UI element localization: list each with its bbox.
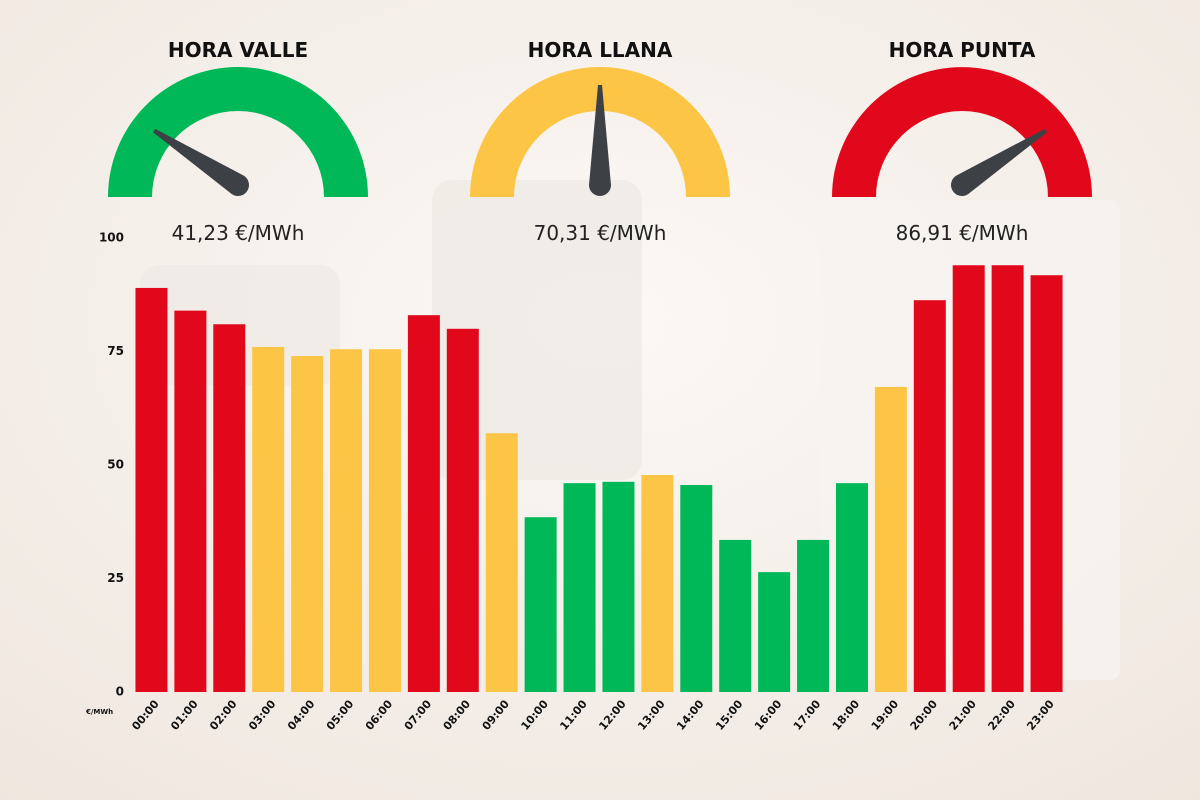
- bar: [835, 483, 868, 692]
- bar: [291, 356, 324, 692]
- bar: [602, 481, 635, 692]
- bar: [252, 346, 285, 692]
- bar: [485, 433, 518, 692]
- bar: [1030, 275, 1063, 692]
- gauge-title: HORA LLANA: [528, 38, 673, 62]
- needle: [153, 128, 249, 196]
- bar: [524, 517, 557, 692]
- gauge-arc: [470, 67, 730, 197]
- bar: [874, 386, 907, 692]
- y-tick-label: 50: [107, 458, 124, 472]
- bar: [641, 474, 674, 692]
- bar: [913, 300, 946, 692]
- needle: [589, 85, 611, 196]
- y-tick-label: 100: [99, 231, 124, 245]
- bar: [135, 287, 168, 692]
- y-tick-label: 0: [116, 685, 124, 699]
- bar: [213, 324, 246, 692]
- bar: [330, 349, 363, 692]
- y-tick-label: 75: [107, 344, 124, 358]
- bar: [991, 265, 1024, 692]
- gauge-arc: [832, 67, 1092, 197]
- bar: [407, 315, 440, 692]
- gauge-needle: [153, 128, 249, 196]
- y-unit-label: €/MWh: [85, 708, 113, 716]
- y-tick-label: 25: [107, 571, 124, 585]
- bar: [719, 539, 752, 692]
- bar: [563, 483, 596, 692]
- background-coins: [432, 180, 642, 480]
- gauge-title: HORA PUNTA: [889, 38, 1036, 62]
- gauge-needle: [951, 128, 1047, 196]
- gauge-value: 70,31 €/MWh: [534, 221, 667, 245]
- bar: [952, 265, 985, 692]
- bar: [446, 328, 479, 692]
- gauge-arc: [108, 67, 368, 197]
- bar: [797, 539, 830, 692]
- bar: [758, 572, 791, 692]
- bar: [174, 310, 207, 692]
- gauge-title: HORA VALLE: [168, 38, 308, 62]
- gauge-value: 86,91 €/MWh: [896, 221, 1029, 245]
- gauge-needle: [589, 85, 611, 196]
- bar: [680, 484, 713, 692]
- needle: [951, 128, 1047, 196]
- gauge-value: 41,23 €/MWh: [172, 221, 305, 245]
- bar: [368, 349, 401, 692]
